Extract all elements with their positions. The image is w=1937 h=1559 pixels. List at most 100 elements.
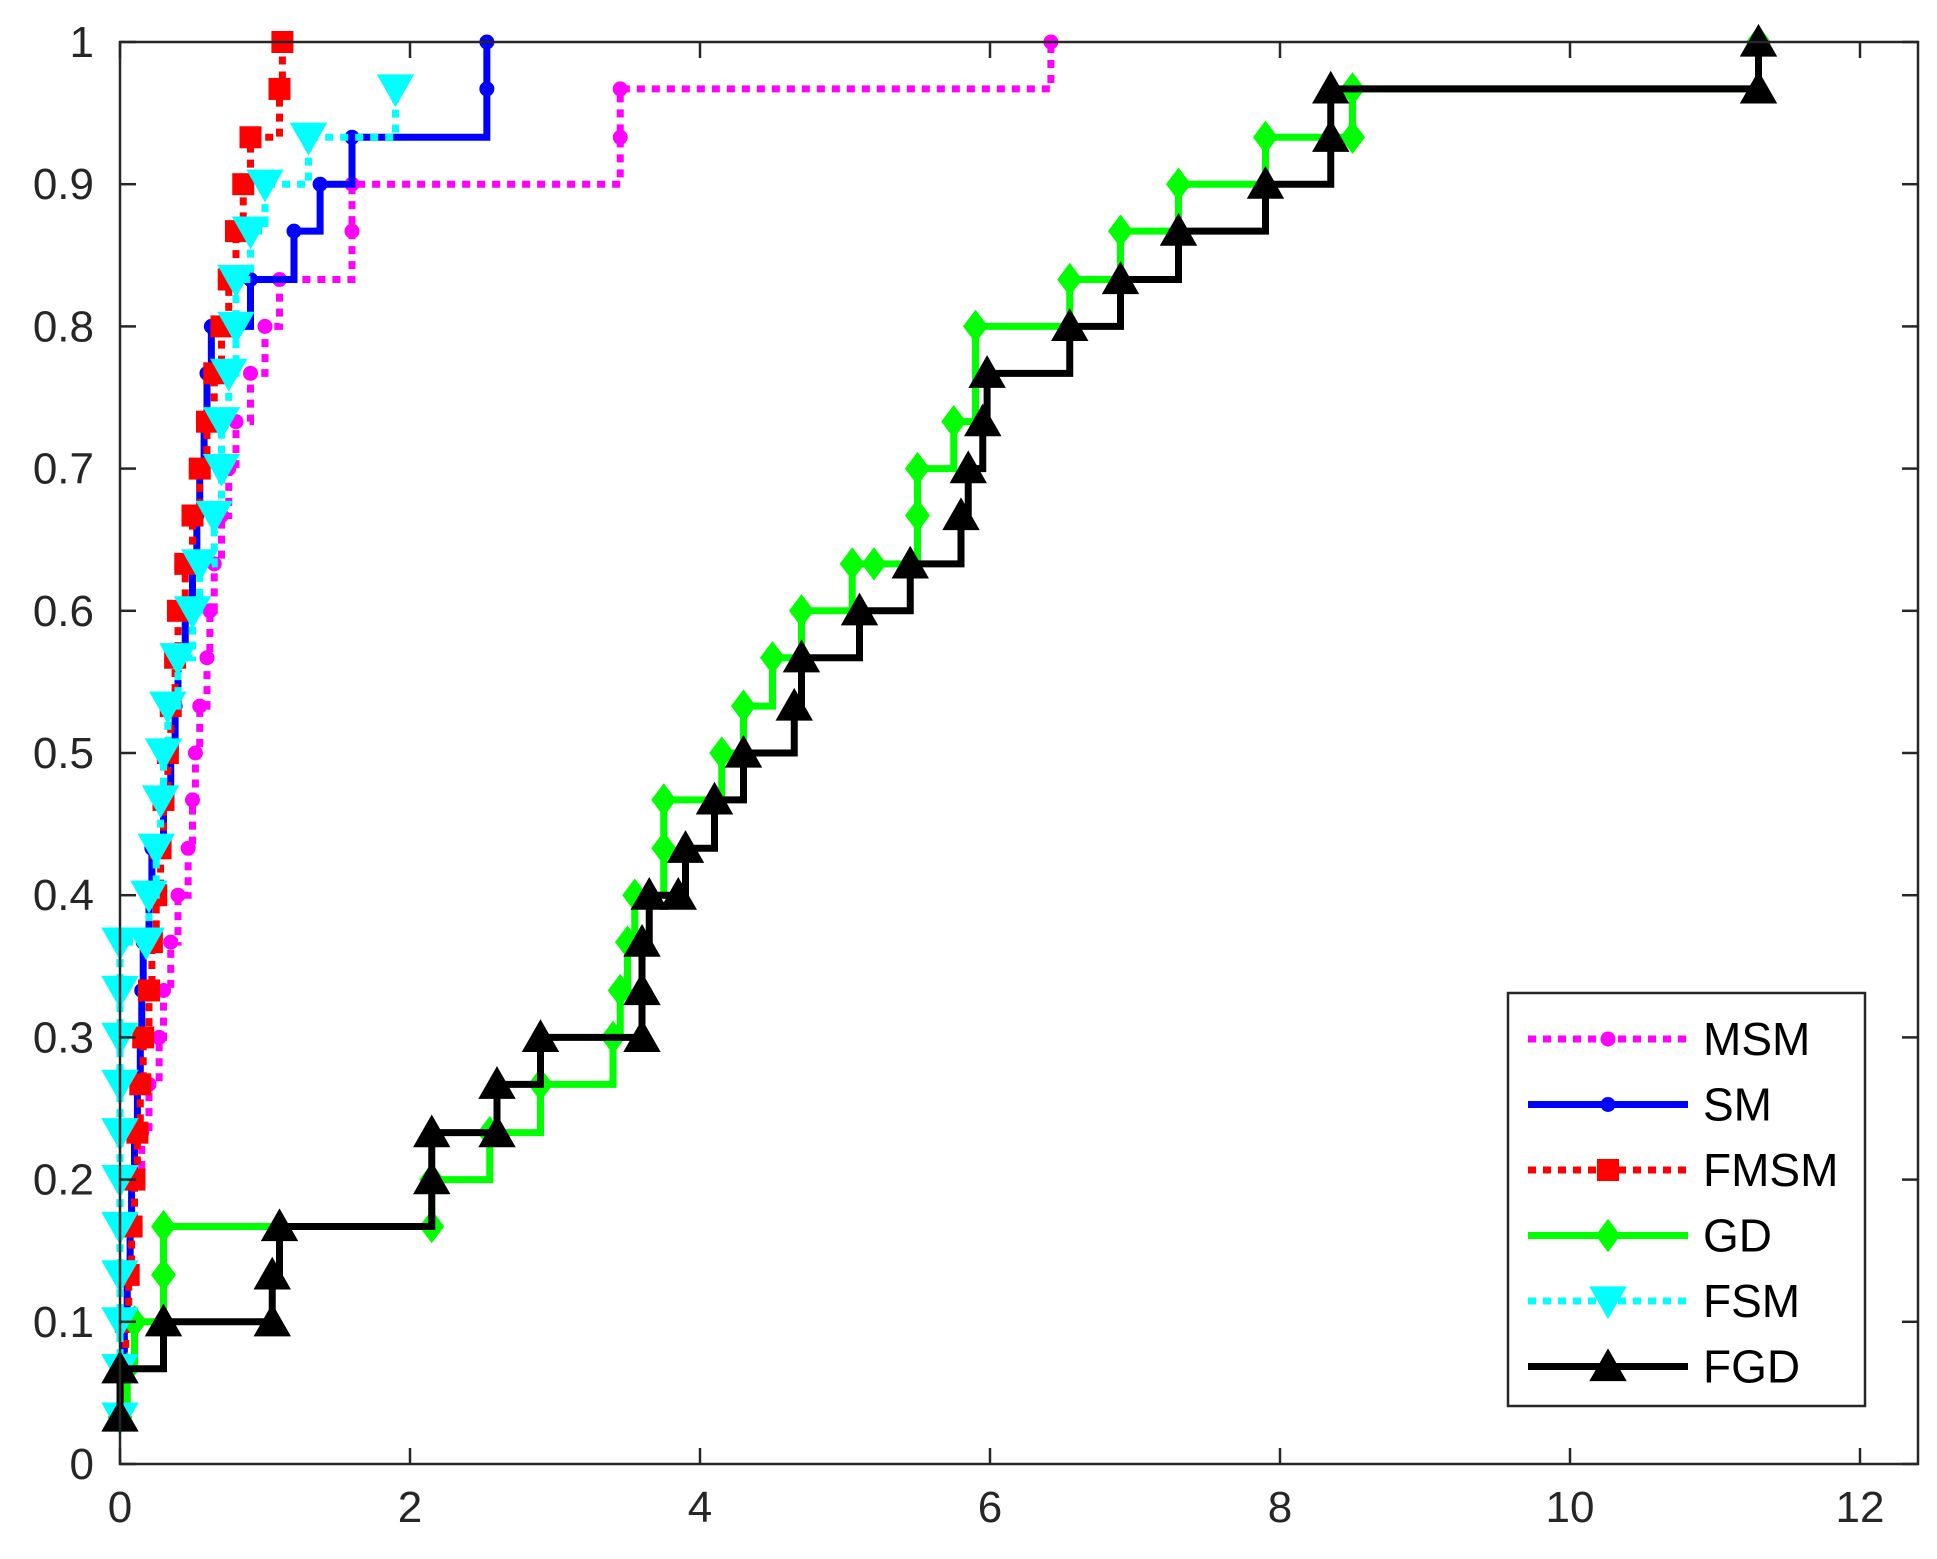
legend-box <box>1506 991 1867 1408</box>
data-point-gd <box>905 498 930 533</box>
data-point-fsm <box>246 169 284 203</box>
data-point-fgd <box>478 1066 516 1099</box>
y-tick-label: 0.9 <box>33 160 94 209</box>
y-tick-label: 0.8 <box>33 302 94 351</box>
data-point-fgd <box>623 1019 661 1052</box>
data-point-fgd <box>1246 166 1285 199</box>
data-point-gd <box>1340 120 1365 154</box>
x-tick-label: 4 <box>688 1483 712 1532</box>
data-point-fgd <box>695 781 734 815</box>
legend-entry-sm: SM <box>1528 1079 1772 1131</box>
legend-marker-fgd <box>1589 1348 1627 1382</box>
data-point-gd <box>651 831 677 865</box>
data-point-gd <box>839 547 865 581</box>
x-tick-label: 2 <box>398 1483 422 1532</box>
legend-entry-msm: MSM <box>1528 1013 1810 1065</box>
data-point-gd <box>861 547 887 581</box>
legend-label-fsm: FSM <box>1703 1275 1800 1327</box>
y-tick-label: 1 <box>70 18 94 67</box>
data-point-fgd <box>253 1303 291 1337</box>
data-point-msm <box>151 1029 167 1045</box>
legend-marker-sm <box>1600 1097 1616 1112</box>
y-tick-label: 0.4 <box>33 871 94 920</box>
data-point-msm <box>185 792 200 808</box>
data-point-gd <box>789 594 814 628</box>
legend-label-msm: MSM <box>1703 1013 1810 1065</box>
data-point-fgd <box>724 734 763 768</box>
legend: MSM SM FMSM GD FSM FGD <box>1506 991 1867 1408</box>
data-point-fmsm <box>188 457 211 480</box>
data-point-gd <box>709 736 735 770</box>
data-point-fgd <box>775 687 813 721</box>
data-point-fgd <box>1739 23 1778 57</box>
data-point-fgd <box>1312 119 1350 152</box>
data-point-fsm <box>173 596 212 629</box>
data-point-gd <box>1166 167 1191 201</box>
legend-marker-msm <box>1600 1031 1616 1047</box>
data-point-msm <box>187 745 203 761</box>
data-point-fgd <box>1101 261 1140 295</box>
data-point-fsm <box>149 691 187 725</box>
data-point-gd <box>941 405 967 439</box>
data-point-msm <box>243 365 258 381</box>
data-point-fgd <box>942 497 980 531</box>
data-point-fsm <box>127 927 165 961</box>
y-tick-label: 0.6 <box>33 587 94 636</box>
data-point-fgd <box>260 1208 299 1242</box>
data-point-gd <box>760 641 785 675</box>
data-point-fmsm <box>138 979 160 1002</box>
data-point-gd <box>1057 262 1083 297</box>
data-point-fgd <box>623 923 661 957</box>
data-point-fmsm <box>132 1026 155 1049</box>
legend-entry-gd: GD <box>1528 1210 1772 1262</box>
data-point-fgd <box>623 972 661 1006</box>
data-point-fgd <box>413 1161 451 1195</box>
data-point-fmsm <box>232 173 255 196</box>
data-point-fgd <box>1051 308 1089 341</box>
data-point-fsm <box>217 264 255 298</box>
data-point-fmsm <box>268 77 291 100</box>
data-point-gd <box>1108 214 1133 248</box>
data-point-sm <box>479 81 495 97</box>
data-point-gd <box>905 451 930 486</box>
series-fgd <box>101 23 1778 1432</box>
data-point-fsm <box>202 454 241 487</box>
data-point-gd <box>607 973 633 1008</box>
data-point-gd <box>651 783 677 817</box>
data-point-msm <box>170 887 186 903</box>
data-point-fgd <box>782 639 821 673</box>
data-point-msm <box>202 603 218 619</box>
data-point-fsm <box>137 833 175 867</box>
legend-label-fgd: FGD <box>1703 1341 1800 1393</box>
y-tick-label: 0.7 <box>33 445 94 494</box>
data-point-fsm <box>217 311 255 345</box>
data-point-msm <box>612 129 628 145</box>
data-point-fsm <box>289 122 328 156</box>
data-point-fgd <box>964 403 1002 437</box>
legend-label-sm: SM <box>1703 1079 1772 1131</box>
series-fsm <box>101 74 415 1436</box>
data-point-msm <box>163 934 179 950</box>
y-tick-label: 0.2 <box>33 1156 94 1205</box>
data-point-fgd <box>253 1256 291 1290</box>
legend-entry-fgd: FGD <box>1528 1341 1800 1393</box>
data-point-fsm <box>231 216 270 250</box>
data-point-gd <box>151 1258 176 1292</box>
data-point-gd <box>963 309 988 344</box>
data-point-fgd <box>949 450 987 484</box>
legend-marker-gd <box>1595 1218 1621 1253</box>
legend-label-gd: GD <box>1703 1210 1772 1262</box>
data-point-gd <box>151 1209 176 1244</box>
series-layer <box>101 23 1778 1436</box>
legend-label-fmsm: FMSM <box>1703 1144 1838 1196</box>
data-point-fgd <box>478 1114 516 1148</box>
data-point-fsm <box>130 880 168 914</box>
data-point-fgd <box>144 1303 183 1337</box>
data-point-fsm <box>144 738 183 772</box>
data-point-msm <box>180 840 196 856</box>
data-point-sm <box>312 176 328 192</box>
y-tick-label: 0 <box>70 1440 94 1489</box>
y-tick-label: 0.5 <box>33 729 94 778</box>
data-point-fgd <box>521 1019 560 1052</box>
